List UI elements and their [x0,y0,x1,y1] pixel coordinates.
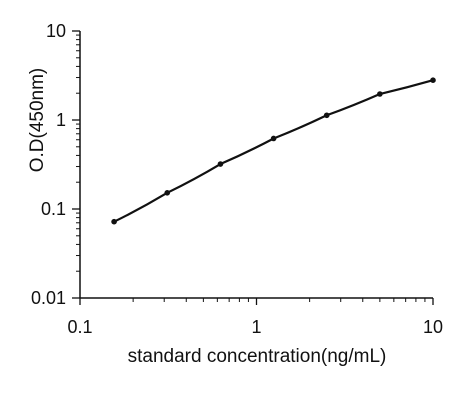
x-axis-label: standard concentration(ng/mL) [128,346,387,367]
y-tick-label: 1 [56,110,66,130]
x-tick-label: 10 [423,317,443,337]
y-tick-label: 10 [46,21,66,41]
x-tick-label: 0.1 [67,317,92,337]
data-point [164,190,171,196]
points-layer [111,77,436,225]
x-tick-label: 1 [251,317,261,337]
data-point [270,135,277,142]
data-point [217,161,224,167]
axes-layer [79,31,433,299]
data-point [430,77,436,84]
series-layer [112,79,435,223]
data-point [111,218,117,225]
y-tick-label: 0.01 [31,288,66,308]
series-line [112,79,435,223]
data-point [377,91,383,97]
ticks-layer [72,30,434,305]
y-tick-label: 0.1 [41,199,66,219]
y-axis-label: O.D(450nm) [27,68,48,173]
data-point [323,112,330,119]
